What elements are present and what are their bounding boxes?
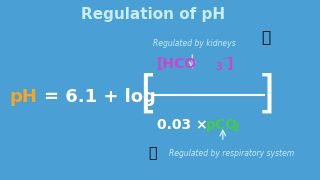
- Text: [HCO: [HCO: [157, 57, 197, 71]
- Text: = 6.1 + log: = 6.1 + log: [44, 88, 156, 106]
- Text: pH: pH: [9, 88, 37, 106]
- Text: 🫘: 🫘: [261, 30, 270, 45]
- Text: [: [: [139, 72, 156, 115]
- Text: 2: 2: [233, 123, 239, 133]
- Text: 🫁: 🫁: [148, 146, 157, 160]
- Text: Regulated by respiratory system: Regulated by respiratory system: [169, 148, 294, 158]
- Text: ]: ]: [228, 57, 234, 71]
- Text: 0.03 ×: 0.03 ×: [157, 118, 213, 132]
- Text: ⁻: ⁻: [221, 57, 227, 67]
- Text: 3: 3: [215, 62, 222, 72]
- Text: Regulated by kidneys: Regulated by kidneys: [153, 39, 236, 48]
- Text: Regulation of pH: Regulation of pH: [81, 7, 225, 22]
- Text: ]: ]: [258, 72, 275, 115]
- Text: pCO: pCO: [206, 118, 238, 132]
